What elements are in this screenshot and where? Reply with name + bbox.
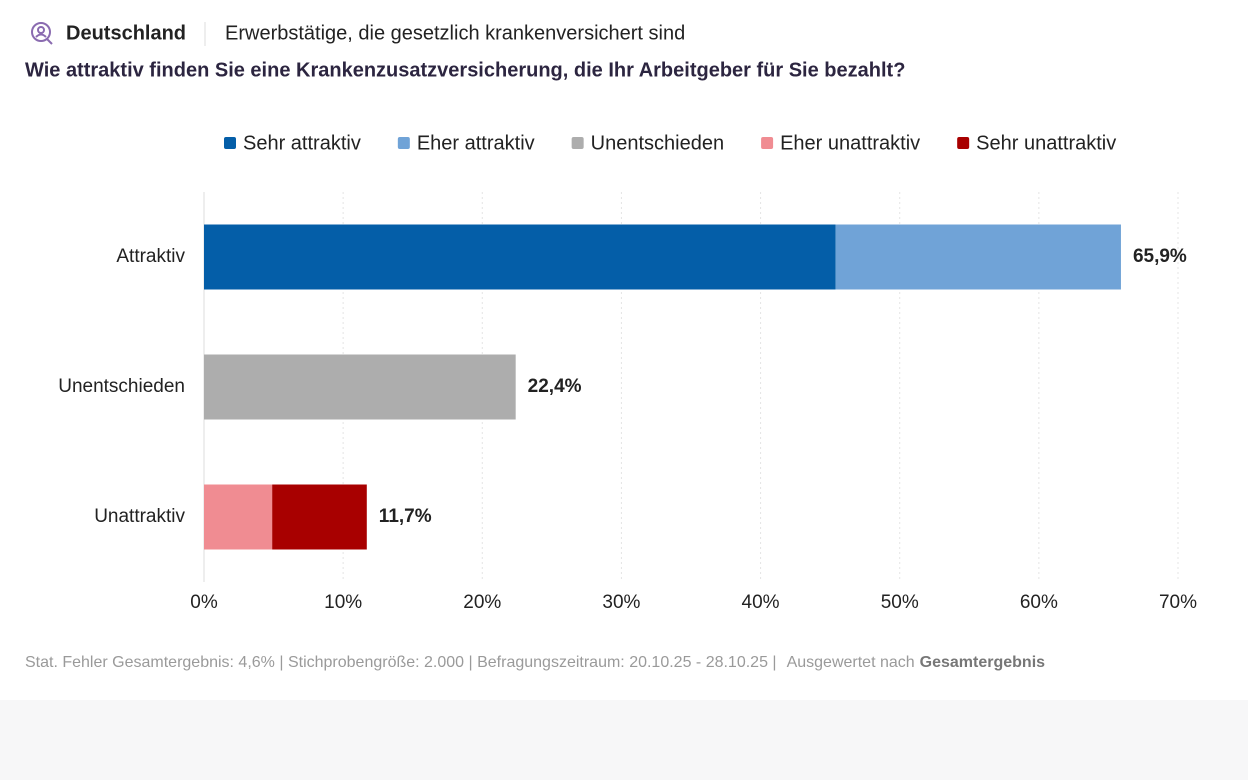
population: Erwerbstätige, die gesetzlich krankenver… xyxy=(225,22,685,44)
x-tick-label: 30% xyxy=(602,592,640,613)
location-icon xyxy=(31,22,53,45)
legend-label: Sehr attraktiv xyxy=(243,132,361,154)
x-tick-label: 60% xyxy=(1020,592,1058,613)
legend-label: Sehr unattraktiv xyxy=(976,132,1116,154)
total-label: 65,9% xyxy=(1133,246,1187,267)
total-label: 22,4% xyxy=(528,376,582,397)
y-tick-label: Unentschieden xyxy=(58,376,185,397)
footer: Stat. Fehler Gesamtergebnis: 4,6% | Stic… xyxy=(25,654,1045,671)
bar-segment xyxy=(835,224,1121,290)
x-tick-label: 50% xyxy=(881,592,919,613)
x-tick-label: 40% xyxy=(742,592,780,613)
bar-segment xyxy=(204,224,836,290)
country: Deutschland xyxy=(66,22,186,44)
bar-segment xyxy=(204,484,273,550)
x-tick-label: 10% xyxy=(324,592,362,613)
legend-swatch xyxy=(397,137,410,149)
x-tick-label: 0% xyxy=(190,592,218,613)
x-tick-label: 70% xyxy=(1159,592,1197,613)
footer-info: Stat. Fehler Gesamtergebnis: 4,6% | Stic… xyxy=(25,654,777,671)
chart-title: Wie attraktiv finden Sie eine Krankenzus… xyxy=(25,59,905,81)
bottom-area xyxy=(0,700,1248,780)
legend-label: Eher unattraktiv xyxy=(780,132,920,154)
total-label: 11,7% xyxy=(379,506,432,527)
legend-swatch xyxy=(571,137,584,149)
legend-label: Eher attraktiv xyxy=(417,132,535,154)
footer-evaluation: Gesamtergebnis xyxy=(920,654,1045,671)
footer-evaluated: Ausgewertet nach xyxy=(787,654,915,671)
bar-segment xyxy=(204,354,516,420)
legend-swatch xyxy=(761,137,774,149)
legend-swatch xyxy=(224,137,236,149)
legend-swatch xyxy=(957,137,970,149)
bar-segment xyxy=(272,484,367,550)
legend-label: Unentschieden xyxy=(591,132,724,154)
y-tick-label: Unattraktiv xyxy=(94,506,185,527)
x-tick-label: 20% xyxy=(463,592,501,613)
y-tick-label: Attraktiv xyxy=(116,246,185,267)
